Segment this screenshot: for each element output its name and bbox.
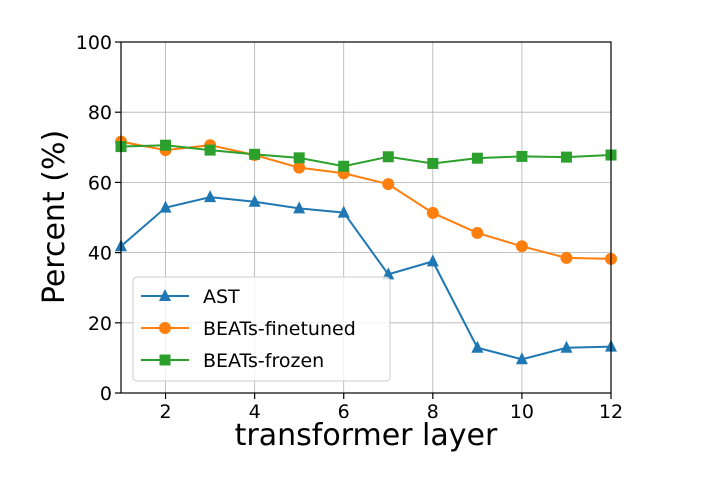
series-beats-finetuned (115, 135, 617, 265)
data-point-beats-frozen (160, 139, 172, 151)
legend: AST BEATs-finetuned BEATs-frozen (132, 276, 391, 382)
data-point-beats-frozen (560, 151, 572, 163)
y-tick-label: 80 (88, 102, 112, 124)
x-tick-label: 8 (427, 401, 439, 423)
data-point-ast (204, 190, 217, 203)
y-tick-label: 100 (76, 32, 112, 54)
data-point-beats-frozen (516, 150, 528, 162)
legend-marker-circle (159, 322, 171, 334)
data-point-beats-finetuned (382, 178, 395, 191)
data-point-beats-frozen (204, 144, 216, 156)
plot-area-frame (120, 41, 612, 394)
legend-label: BEATs-finetuned (203, 318, 356, 340)
data-point-ast (159, 200, 172, 213)
data-point-beats-finetuned (426, 206, 439, 219)
legend-marker-triangle (159, 289, 171, 301)
x-axis-label: transformer layer (235, 418, 498, 453)
data-point-beats-frozen (471, 152, 483, 164)
data-point-beats-finetuned (471, 226, 484, 239)
series-beats-frozen (115, 139, 617, 172)
series-line-ast (120, 196, 612, 361)
data-point-ast (293, 201, 306, 214)
y-tick-label: 40 (88, 243, 112, 265)
x-tick-label: 12 (599, 401, 623, 423)
data-point-ast (515, 352, 528, 365)
data-point-beats-finetuned (515, 240, 528, 253)
y-tick-label: 60 (88, 172, 112, 194)
y-tick-label: 0 (100, 383, 112, 405)
data-point-ast (382, 267, 395, 280)
series-line-beats-frozen (120, 144, 612, 168)
data-point-beats-finetuned (560, 251, 573, 264)
data-point-beats-finetuned (293, 161, 306, 174)
data-point-ast (337, 205, 350, 218)
series-ast (115, 190, 617, 365)
data-point-beats-frozen (427, 157, 439, 169)
legend-label: AST (203, 286, 240, 308)
series-layer (115, 135, 617, 365)
y-axis-label: Percent (%) (37, 130, 72, 304)
axis-ticks: 2 4 6 8 10 12 0 20 40 60 80 100 (76, 32, 623, 423)
y-tick-label: 20 (88, 313, 112, 335)
legend-box (132, 276, 391, 382)
x-tick-label: 4 (249, 401, 261, 423)
legend-item-beats-frozen: BEATs-frozen (141, 350, 324, 372)
data-point-beats-frozen (293, 152, 305, 164)
legend-label: BEATs-frozen (203, 350, 324, 372)
legend-marker-square (159, 354, 171, 366)
series-line-beats-finetuned (120, 140, 612, 260)
legend-item-beats-finetuned: BEATs-finetuned (141, 318, 356, 340)
data-point-ast (471, 340, 484, 353)
data-point-ast (560, 340, 573, 353)
x-tick-label: 10 (510, 401, 534, 423)
data-point-ast (426, 254, 439, 267)
data-point-beats-frozen (382, 151, 394, 163)
x-tick-label: 2 (159, 401, 171, 423)
data-point-beats-frozen (338, 160, 350, 172)
data-point-ast (248, 194, 261, 207)
data-point-beats-frozen (249, 148, 261, 160)
legend-item-ast: AST (141, 286, 240, 308)
x-tick-label: 6 (338, 401, 350, 423)
